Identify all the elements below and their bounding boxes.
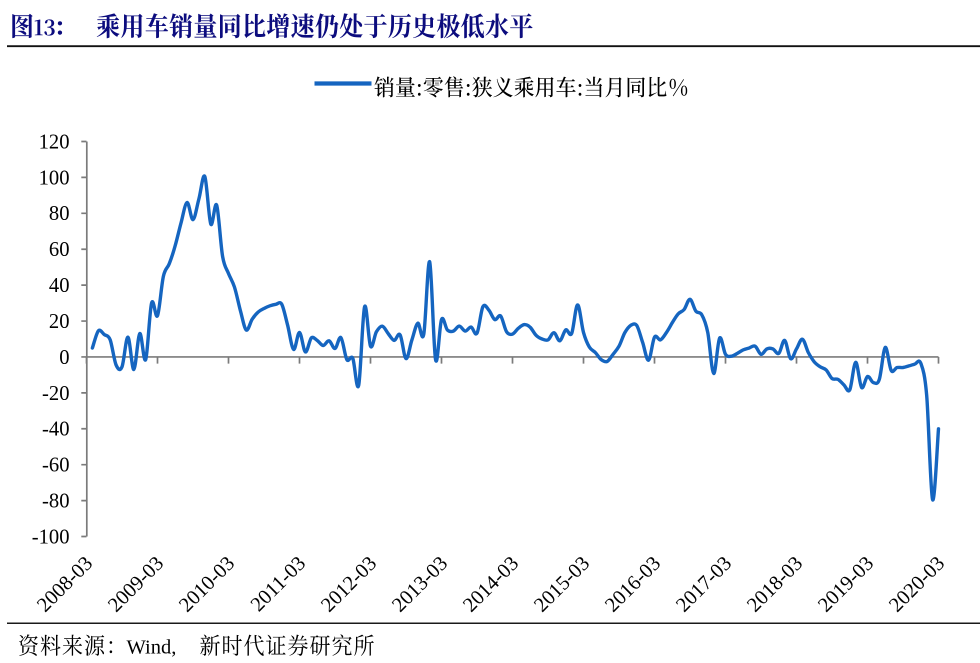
svg-text:100: 100 (39, 167, 70, 189)
svg-text:-40: -40 (42, 419, 69, 441)
svg-text:-100: -100 (32, 526, 70, 548)
svg-text:80: 80 (49, 203, 70, 225)
svg-text:-60: -60 (42, 455, 69, 477)
svg-text:-20: -20 (42, 383, 69, 405)
svg-text:40: 40 (49, 275, 70, 297)
svg-text:Wind,: Wind, (127, 637, 177, 659)
svg-text:-80: -80 (42, 491, 69, 513)
svg-text:0: 0 (59, 347, 69, 369)
svg-text:20: 20 (49, 311, 70, 333)
svg-text:120: 120 (39, 131, 70, 153)
svg-text:60: 60 (49, 239, 70, 261)
